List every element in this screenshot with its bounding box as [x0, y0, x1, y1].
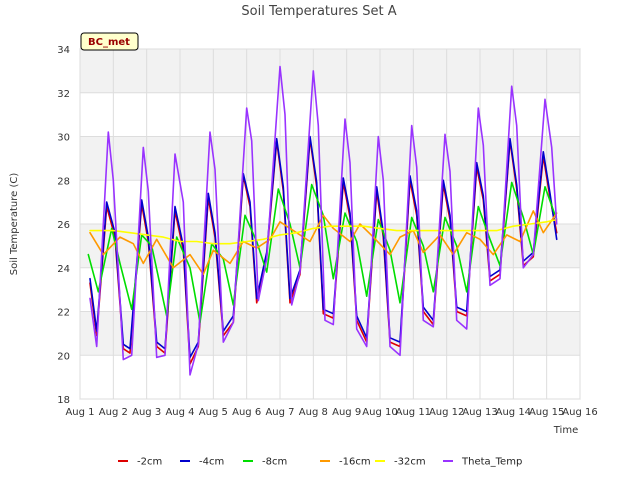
chart-title: Soil Temperatures Set A [241, 4, 396, 19]
x-tick-label: Aug 10 [362, 407, 397, 418]
x-axis-ticks: Aug 1 Aug 2 Aug 3 Aug 4 Aug 5 Aug 6 Aug 7 Aug 8… [65, 407, 597, 418]
station-label: BC_met [88, 37, 130, 48]
y-tick-label: 18 [57, 395, 70, 406]
x-tick-label: Aug 16 [562, 407, 597, 418]
x-tick-label: Aug 1 [65, 407, 94, 418]
legend-label: -16cm [339, 457, 371, 468]
y-tick-label: 22 [57, 308, 70, 319]
x-tick-label: Aug 14 [496, 407, 531, 418]
grid-band [80, 49, 580, 93]
legend-label: -4cm [199, 457, 224, 468]
x-tick-label: Aug 3 [132, 407, 161, 418]
y-tick-label: 34 [57, 45, 70, 56]
y-tick-label: 26 [57, 220, 70, 231]
legend-item: -32cm [375, 457, 426, 468]
legend-item: Theta_Temp [443, 457, 522, 468]
legend-item: -16cm [320, 457, 371, 468]
y-tick-label: 30 [57, 133, 70, 144]
legend-item: -8cm [243, 457, 287, 468]
x-tick-label: Aug 6 [232, 407, 261, 418]
x-tick-label: Aug 5 [199, 407, 228, 418]
legend-label: Theta_Temp [461, 457, 522, 468]
x-tick-label: Aug 7 [265, 407, 294, 418]
x-tick-label: Aug 2 [99, 407, 128, 418]
y-tick-label: 24 [57, 264, 70, 275]
series-line-thetatemp [89, 65, 558, 376]
series-lines [87, 65, 558, 376]
legend-label: -32cm [394, 457, 426, 468]
y-tick-label: 28 [57, 176, 70, 187]
y-tick-label: 20 [57, 351, 70, 362]
x-axis-label: Time [553, 425, 578, 436]
x-tick-label: Aug 15 [529, 407, 564, 418]
y-axis-ticks: 18 20 22 24 26 28 30 32 34 [57, 45, 70, 406]
legend: -2cm -4cm -8cm -16cm -32cm Theta_Temp [118, 457, 522, 468]
legend-item: -2cm [118, 457, 162, 468]
x-tick-label: Aug 13 [462, 407, 497, 418]
x-tick-label: Aug 4 [165, 407, 194, 418]
station-badge: BC_met [80, 32, 139, 51]
y-axis-label: Soil Temperature (C) [9, 173, 20, 276]
legend-label: -2cm [137, 457, 162, 468]
series-line-16cm [89, 210, 558, 276]
legend-label: -8cm [262, 457, 287, 468]
legend-item: -4cm [180, 457, 224, 468]
x-tick-label: Aug 9 [332, 407, 361, 418]
x-tick-label: Aug 8 [299, 407, 328, 418]
x-tick-label: Aug 11 [396, 407, 431, 418]
y-tick-label: 32 [57, 89, 70, 100]
grid-band [80, 136, 580, 181]
x-tick-label: Aug 12 [429, 407, 464, 418]
series-line-32cm [89, 218, 558, 245]
